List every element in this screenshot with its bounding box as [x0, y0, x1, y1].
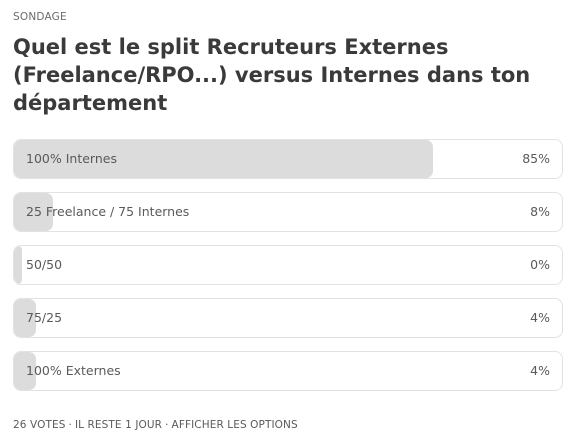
- vote-count: 26 VOTES: [13, 419, 66, 431]
- poll-option-percent: 85%: [522, 151, 550, 166]
- poll-options: 100% Internes 85% 25 Freelance / 75 Inte…: [13, 139, 563, 404]
- poll-option-label: 100% Internes: [26, 151, 117, 166]
- poll-option-result-bar: [14, 140, 433, 178]
- poll-option-label: 100% Externes: [26, 363, 121, 378]
- poll-footer: 26 VOTES · IL RESTE 1 JOUR · AFFICHER LES OP…: [13, 419, 298, 431]
- poll-option-100-internes[interactable]: 100% Internes 85%: [13, 139, 563, 179]
- separator: ·: [165, 419, 169, 431]
- poll-option-percent: 4%: [530, 363, 550, 378]
- poll-option-label: 25 Freelance / 75 Internes: [26, 204, 190, 219]
- poll-option-percent: 0%: [530, 257, 550, 272]
- poll-option-result-bar: [14, 352, 36, 390]
- show-options-link[interactable]: AFFICHER LES OPTIONS: [171, 419, 298, 431]
- poll-option-result-bar: [14, 246, 22, 284]
- poll-kicker: SONDAGE: [13, 11, 67, 23]
- poll-option-label: 75/25: [26, 310, 63, 325]
- poll-option-100-externes[interactable]: 100% Externes 4%: [13, 351, 563, 391]
- poll-option-percent: 8%: [530, 204, 550, 219]
- poll-option-75-25[interactable]: 75/25 4%: [13, 298, 563, 338]
- poll-option-result-bar: [14, 193, 53, 231]
- poll-option-25-freelance-75-internes[interactable]: 25 Freelance / 75 Internes 8%: [13, 192, 563, 232]
- poll-question: Quel est le split Recruteurs Externes (F…: [13, 35, 531, 115]
- poll-option-percent: 4%: [530, 310, 550, 325]
- time-remaining: IL RESTE 1 JOUR: [74, 419, 163, 431]
- poll-option-result-bar: [14, 299, 36, 337]
- poll-option-50-50[interactable]: 50/50 0%: [13, 245, 563, 285]
- poll-option-label: 50/50: [26, 257, 63, 272]
- separator: ·: [68, 419, 72, 431]
